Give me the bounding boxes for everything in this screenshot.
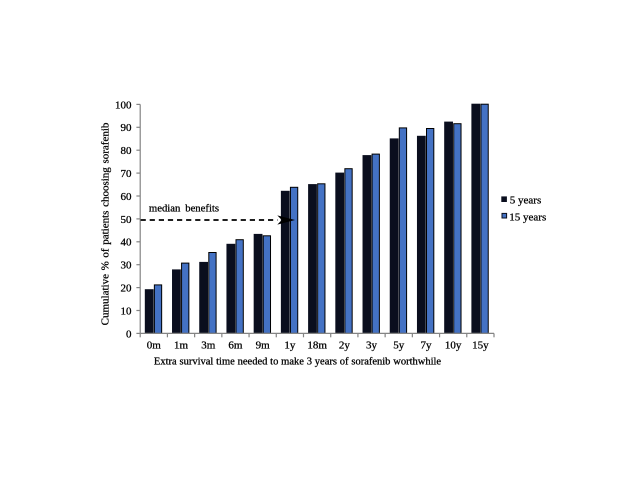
- svg-text:3y: 3y: [366, 339, 378, 351]
- svg-text:100: 100: [115, 99, 132, 111]
- svg-text:5 years: 5 years: [510, 194, 541, 206]
- svg-text:18m: 18m: [307, 339, 327, 351]
- svg-text:15y: 15y: [472, 339, 489, 351]
- svg-text:90: 90: [121, 122, 133, 134]
- svg-text:0m: 0m: [147, 339, 162, 351]
- svg-text:9m: 9m: [256, 339, 271, 351]
- svg-text:3m: 3m: [201, 339, 216, 351]
- svg-text:0: 0: [126, 328, 132, 340]
- svg-text:60: 60: [121, 191, 133, 203]
- svg-text:80: 80: [121, 145, 133, 157]
- svg-text:Cumulative % of patients choos: Cumulative % of patients choosing sorafe…: [100, 122, 112, 325]
- svg-text:10: 10: [121, 305, 133, 317]
- svg-text:50: 50: [121, 214, 133, 226]
- svg-text:Extra survival time needed to: Extra survival time needed to make 3 yea…: [154, 357, 441, 368]
- svg-text:1y: 1y: [284, 339, 296, 351]
- svg-text:7y: 7y: [420, 339, 432, 351]
- svg-text:15 years: 15 years: [509, 211, 546, 223]
- svg-text:2y: 2y: [339, 339, 351, 351]
- svg-text:20: 20: [121, 283, 133, 295]
- svg-text:5y: 5y: [393, 339, 405, 351]
- svg-text:40: 40: [121, 237, 133, 249]
- svg-text:1m: 1m: [174, 339, 189, 351]
- svg-text:10y: 10y: [445, 339, 462, 351]
- svg-text:6m: 6m: [228, 339, 243, 351]
- svg-text:70: 70: [121, 168, 133, 180]
- svg-text:30: 30: [121, 260, 133, 272]
- svg-text:median benefits: median benefits: [149, 203, 219, 215]
